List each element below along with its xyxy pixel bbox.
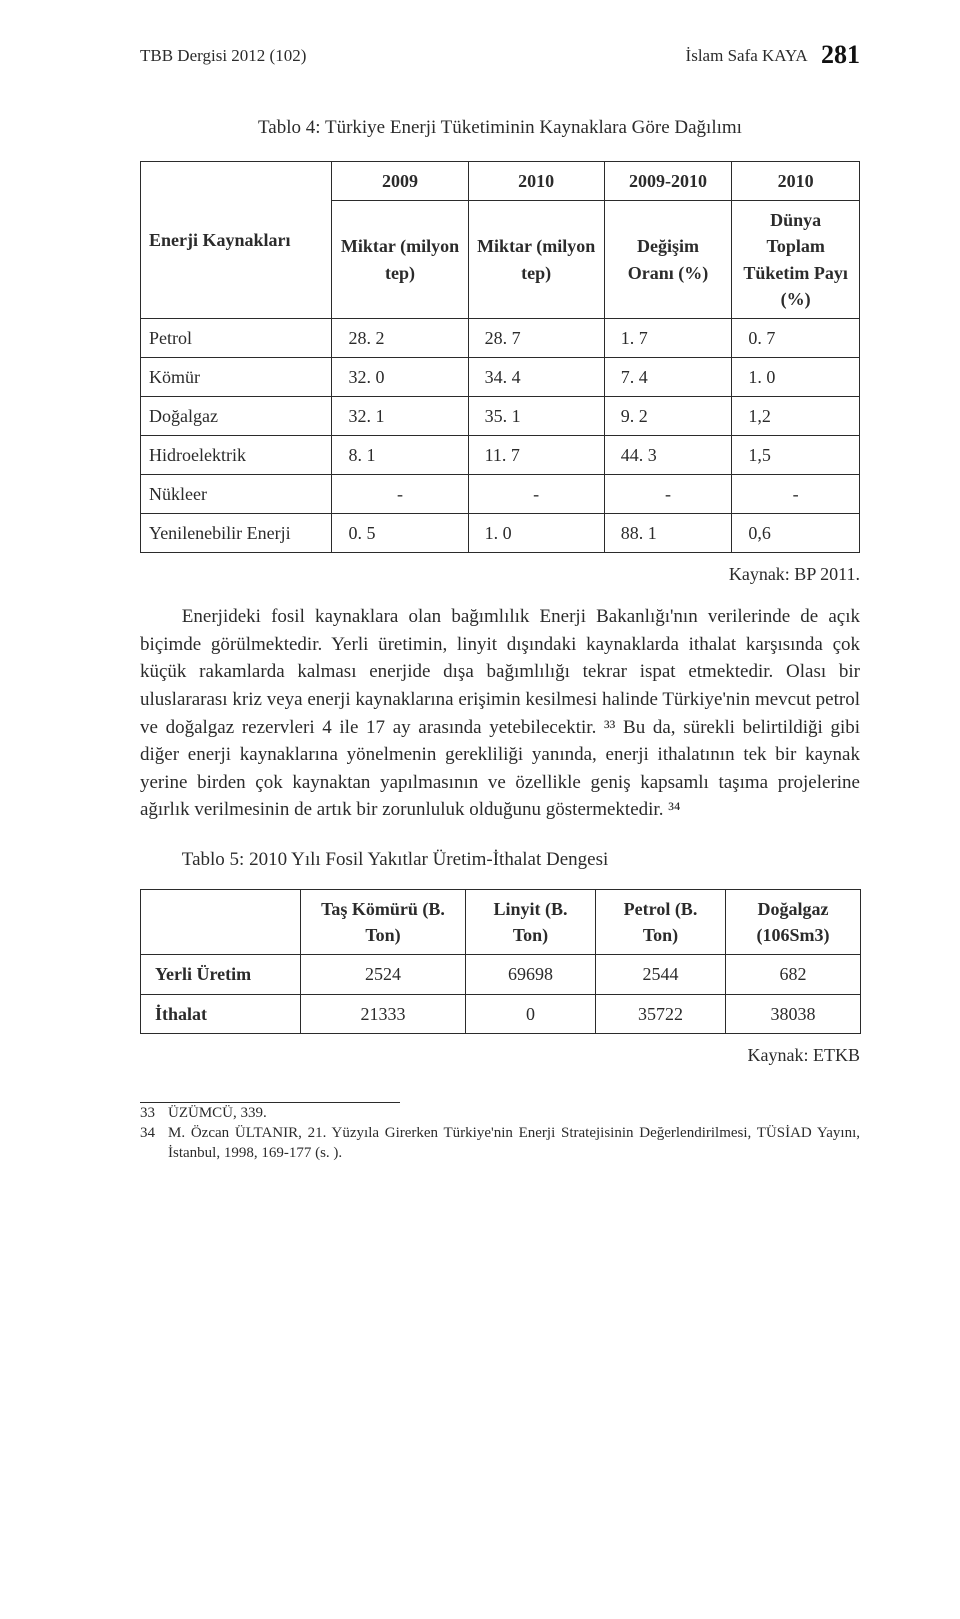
t5-r0c3: 2544	[596, 955, 726, 994]
t4-r3c1: 8. 1	[332, 435, 468, 474]
t4-r4c3: -	[604, 475, 732, 514]
t4-r5c3: 88. 1	[604, 514, 732, 553]
t4-r2c0: Doğalgaz	[141, 396, 332, 435]
table-row: Nükleer - - - -	[141, 475, 860, 514]
t4-r2c4: 1,2	[732, 396, 860, 435]
t5-h1: Taş Kömürü (B. Ton)	[301, 890, 466, 955]
table5-head-row: Taş Kömürü (B. Ton) Linyit (B. Ton) Petr…	[141, 890, 861, 955]
t4-h-r2c1: Miktar (milyon tep)	[332, 201, 468, 318]
running-head: TBB Dergisi 2012 (102) İslam Safa KAYA 2…	[140, 36, 860, 74]
header-right: İslam Safa KAYA 281	[686, 36, 860, 74]
t4-r5c1: 0. 5	[332, 514, 468, 553]
table-row: İthalat 21333 0 35722 38038	[141, 994, 861, 1033]
t4-r0c2: 28. 7	[468, 318, 604, 357]
table-row: Yenilenebilir Enerji 0. 5 1. 0 88. 1 0,6	[141, 514, 860, 553]
t4-r1c2: 34. 4	[468, 357, 604, 396]
table4: Enerji Kaynakları 2009 2010 2009-2010 20…	[140, 161, 860, 553]
t4-h-r2c0: Enerji Kaynakları	[141, 162, 332, 318]
t4-h-r1c2: 2010	[468, 162, 604, 201]
t4-r0c3: 1. 7	[604, 318, 732, 357]
footnote: 33 ÜZÜMCÜ, 339.	[140, 1103, 860, 1123]
t5-h2: Linyit (B. Ton)	[466, 890, 596, 955]
t4-r3c0: Hidroelektrik	[141, 435, 332, 474]
t4-r1c0: Kömür	[141, 357, 332, 396]
body-paragraph: Enerjideki fosil kaynaklara olan bağımlı…	[140, 603, 860, 823]
t4-h-r1c3: 2009-2010	[604, 162, 732, 201]
t4-r1c3: 7. 4	[604, 357, 732, 396]
t4-r3c3: 44. 3	[604, 435, 732, 474]
table-row: Kömür 32. 0 34. 4 7. 4 1. 0	[141, 357, 860, 396]
t4-h-r1c4: 2010	[732, 162, 860, 201]
t5-r1c2: 0	[466, 994, 596, 1033]
t4-r5c4: 0,6	[732, 514, 860, 553]
table-row: Yerli Üretim 2524 69698 2544 682	[141, 955, 861, 994]
t4-h-r2c2: Miktar (milyon tep)	[468, 201, 604, 318]
journal-name: TBB Dergisi 2012 (102)	[140, 44, 306, 69]
t5-r1c3: 35722	[596, 994, 726, 1033]
table-row: Petrol 28. 2 28. 7 1. 7 0. 7	[141, 318, 860, 357]
t4-r5c0: Yenilenebilir Enerji	[141, 514, 332, 553]
table5-source: Kaynak: ETKB	[140, 1042, 860, 1068]
table5-title: Tablo 5: 2010 Yılı Fosil Yakıtlar Üretim…	[140, 846, 860, 874]
t4-r0c1: 28. 2	[332, 318, 468, 357]
t4-r4c1: -	[332, 475, 468, 514]
table-row: Doğalgaz 32. 1 35. 1 9. 2 1,2	[141, 396, 860, 435]
t5-r0c1: 2524	[301, 955, 466, 994]
t4-r1c1: 32. 0	[332, 357, 468, 396]
t4-r4c4: -	[732, 475, 860, 514]
t5-r1c1: 21333	[301, 994, 466, 1033]
t4-r0c0: Petrol	[141, 318, 332, 357]
t5-h4: Doğalgaz (106Sm3)	[726, 890, 861, 955]
t4-h-r2c3: Değişim Oranı (%)	[604, 201, 732, 318]
t5-r1c0: İthalat	[141, 994, 301, 1033]
t4-r1c4: 1. 0	[732, 357, 860, 396]
t5-r0c4: 682	[726, 955, 861, 994]
t4-r2c3: 9. 2	[604, 396, 732, 435]
t4-h-r2c4: Dünya Toplam Tüketim Payı (%)	[732, 201, 860, 318]
footnote-text: ÜZÜMCÜ, 339.	[168, 1103, 860, 1123]
t5-h0	[141, 890, 301, 955]
t4-r0c4: 0. 7	[732, 318, 860, 357]
footnote-number: 33	[140, 1103, 168, 1123]
footnote: 34 M. Özcan ÜLTANIR, 21. Yüzyıla Girerke…	[140, 1123, 860, 1164]
table4-source: Kaynak: BP 2011.	[140, 561, 860, 587]
t4-r3c4: 1,5	[732, 435, 860, 474]
t4-r4c2: -	[468, 475, 604, 514]
author-name: İslam Safa KAYA	[686, 46, 807, 65]
t4-r4c0: Nükleer	[141, 475, 332, 514]
t4-r3c2: 11. 7	[468, 435, 604, 474]
page-number: 281	[821, 36, 860, 74]
table-row: Hidroelektrik 8. 1 11. 7 44. 3 1,5	[141, 435, 860, 474]
table4-head-row1: Enerji Kaynakları 2009 2010 2009-2010 20…	[141, 162, 860, 201]
footnote-number: 34	[140, 1123, 168, 1164]
table5: Taş Kömürü (B. Ton) Linyit (B. Ton) Petr…	[140, 889, 861, 1033]
t4-r5c2: 1. 0	[468, 514, 604, 553]
footnote-text: M. Özcan ÜLTANIR, 21. Yüzyıla Girerken T…	[168, 1123, 860, 1164]
table4-title: Tablo 4: Türkiye Enerji Tüketiminin Kayn…	[140, 114, 860, 142]
t5-r0c0: Yerli Üretim	[141, 955, 301, 994]
t4-r2c1: 32. 1	[332, 396, 468, 435]
t5-r0c2: 69698	[466, 955, 596, 994]
t4-h-r1c1: 2009	[332, 162, 468, 201]
t4-r2c2: 35. 1	[468, 396, 604, 435]
page: TBB Dergisi 2012 (102) İslam Safa KAYA 2…	[0, 0, 960, 1224]
footnotes: 33 ÜZÜMCÜ, 339. 34 M. Özcan ÜLTANIR, 21.…	[140, 1103, 860, 1164]
t5-h3: Petrol (B. Ton)	[596, 890, 726, 955]
t5-r1c4: 38038	[726, 994, 861, 1033]
